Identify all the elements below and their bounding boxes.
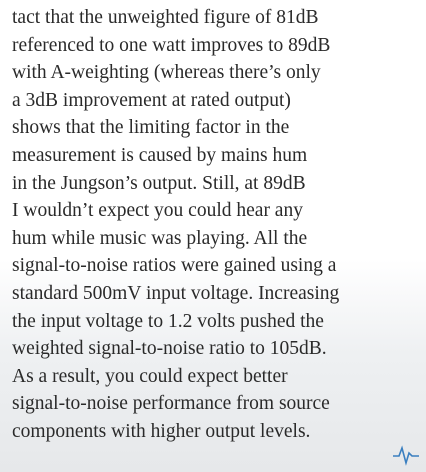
text-line: in the Jungson’s output. Still, at 89dB [12,172,306,194]
text-line: signal-to-noise performance from source [12,393,330,415]
text-line: shows that the limiting factor in the [12,117,290,139]
text-line: As a result, you could expect better [12,365,288,387]
text-line: standard 500mV input voltage. Increasing [12,283,340,304]
text-line: signal-to-noise ratios were gained using… [12,255,337,277]
text-line: with A-weighting (whereas there’s only [12,62,321,84]
end-mark [393,445,419,466]
text-line: weighted signal-to-noise ratio to 105dB. [12,338,327,360]
text-line: components with higher output levels. [12,421,311,442]
text-line: hum while music was playing. All the [12,227,308,249]
text-line: tact that the unweighted figure of 81dB [12,7,319,28]
text-line: referenced to one watt improves to 89dB [12,34,331,56]
text-line: the input voltage to 1.2 volts pushed th… [12,310,324,332]
text-line: I wouldn’t expect you could hear any [12,200,303,222]
text-line: a 3dB improvement at rated output) [12,89,291,111]
text-line: measurement is caused by mains hum [12,145,308,166]
